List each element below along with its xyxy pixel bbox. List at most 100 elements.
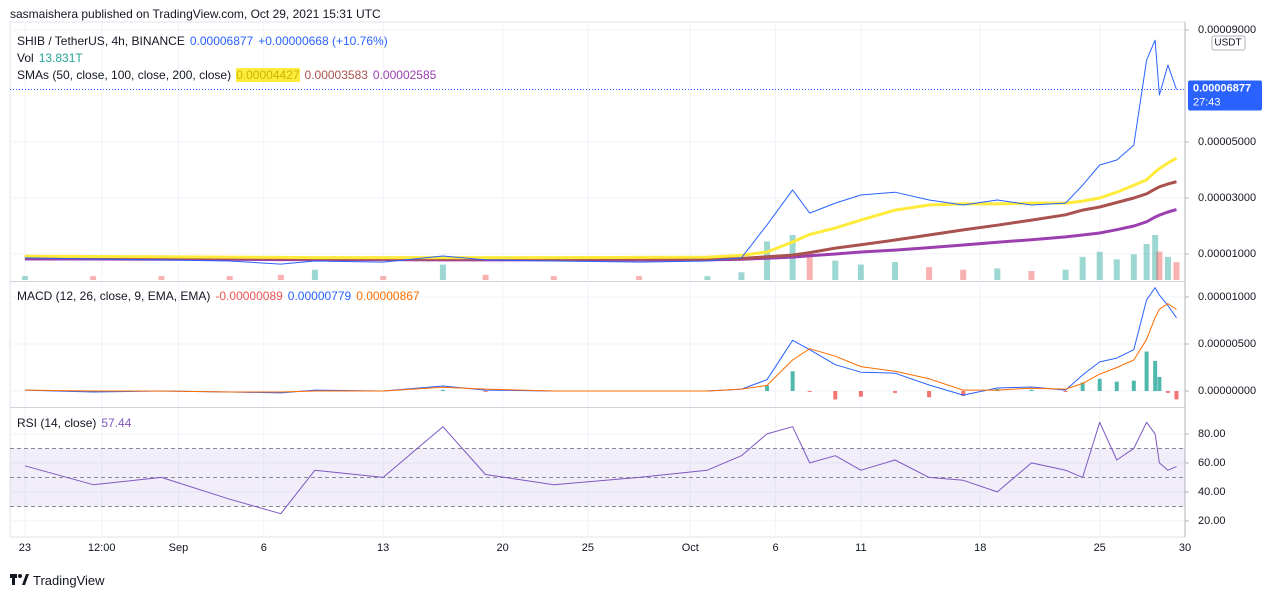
sma-title: SMAs (50, close, 100, close, 200, close) [17, 68, 232, 82]
volume-bar [960, 269, 967, 280]
volume-bar [891, 262, 898, 280]
volume-bar [832, 260, 839, 280]
histogram-value: -0.00000089 [215, 289, 283, 303]
y-tick-label: 0.00003000 [1198, 192, 1256, 204]
histogram-bar [1114, 381, 1119, 392]
volume-bar [158, 276, 165, 280]
volume-bar [857, 264, 864, 280]
volume-bar [1152, 235, 1159, 280]
volume-value: 13.831T [38, 51, 83, 65]
volume-bar [738, 272, 745, 280]
rsi-value: 57.44 [101, 416, 132, 430]
y-tick-label: 0.00001000 [1198, 291, 1256, 303]
y-tick-label: 0.00000000 [1198, 385, 1256, 397]
volume-bar [1156, 251, 1163, 280]
histogram-bar [1174, 391, 1179, 400]
volume-bar [704, 276, 711, 280]
volume-bar [311, 269, 318, 280]
histogram-bar [440, 389, 445, 392]
last-price-box [1188, 80, 1262, 111]
histogram-bar [483, 391, 488, 392]
volume-bar [482, 274, 489, 280]
volume-bar [550, 276, 557, 280]
macd-title: MACD (12, 26, close, 9, EMA, EMA) [17, 289, 211, 303]
histogram-bar [892, 391, 897, 393]
rsi-title: RSI (14, close) [17, 416, 97, 430]
volume-bar [380, 276, 387, 280]
volume-bar [277, 274, 284, 280]
sma-legend: SMAs (50, close, 100, close, 200, close)… [17, 68, 441, 82]
x-tick-label: 6 [261, 542, 267, 554]
volume-name: Vol [17, 51, 34, 65]
y-tick-label: 0.00000500 [1198, 338, 1256, 350]
y-tick-label: 0.00009000 [1198, 24, 1256, 36]
y-tick-label: 80.00 [1198, 428, 1226, 440]
histogram-bar [790, 371, 795, 392]
volume-bar [1164, 256, 1171, 280]
volume-bar [1173, 262, 1180, 280]
histogram-bar [1097, 378, 1102, 392]
last-price: 0.00006877 [189, 34, 254, 48]
histogram-bar [1080, 382, 1085, 392]
volume-bar [764, 241, 771, 280]
series-line [24, 421, 1177, 515]
countdown: 27:43 [1193, 96, 1221, 108]
symbol-legend: SHIB / TetherUS, 4h, BINANCE 0.00006877 +0… [17, 34, 393, 48]
series-line [24, 287, 1177, 396]
x-tick-label: 11 [855, 542, 866, 554]
volume-legend: Vol 13.831T [17, 51, 88, 65]
sma50-value: 0.00004427 [236, 68, 300, 82]
volume-bar [90, 276, 97, 280]
y-tick-label: 20.00 [1198, 515, 1226, 527]
last-price-label: 0.00006877 [1193, 82, 1251, 94]
x-tick-label: 20 [496, 542, 508, 554]
histogram-bar [1131, 380, 1136, 392]
histogram-bar [833, 391, 838, 400]
macd-value: 0.00000779 [287, 289, 352, 303]
histogram-bar [1165, 391, 1170, 393]
price-change: +0.00000668 (+10.76%) [258, 34, 388, 48]
y-tick-label: 0.00001000 [1198, 248, 1256, 260]
x-tick-label: 12:00 [88, 542, 116, 554]
volume-bar [439, 264, 446, 280]
histogram-bar [1157, 376, 1162, 392]
currency: USDT [1214, 38, 1241, 49]
volume-bar [1143, 244, 1150, 280]
volume-bar [21, 276, 28, 280]
sma100-value: 0.00003583 [304, 68, 368, 82]
x-tick-label: 6 [773, 542, 779, 554]
volume-bar [1028, 271, 1035, 280]
volume-bar [806, 254, 813, 280]
series-line [24, 303, 1177, 393]
symbol: SHIB / TetherUS, 4h, BINANCE [17, 34, 185, 48]
x-tick-label: 30 [1179, 542, 1191, 554]
volume-bar [1062, 269, 1069, 280]
x-tick-label: Oct [682, 542, 699, 554]
currency-box [1211, 35, 1246, 51]
series-line [24, 156, 1178, 260]
x-tick-label: Sep [169, 542, 189, 554]
histogram-bar [961, 391, 966, 397]
histogram-bar [927, 391, 932, 398]
macd-legend: MACD (12, 26, close, 9, EMA, EMA) -0.0000… [17, 289, 425, 303]
signal-value: 0.00000867 [356, 289, 420, 303]
histogram-bar [1029, 389, 1034, 392]
volume-bar [1096, 251, 1103, 280]
volume-bar [1079, 256, 1086, 280]
histogram-bar [858, 391, 863, 397]
volume-bar [1113, 259, 1120, 280]
histogram-bar [807, 391, 812, 392]
x-tick-label: 18 [974, 542, 986, 554]
volume-bar [226, 276, 233, 280]
series-line [24, 208, 1177, 262]
logo [10, 574, 29, 585]
histogram-bar [765, 385, 770, 392]
x-tick-label: 25 [1094, 542, 1106, 554]
series-line [24, 39, 1177, 265]
y-tick-label: 40.00 [1198, 486, 1226, 498]
y-tick-label: 0.00005000 [1198, 136, 1256, 148]
x-tick-label: 23 [19, 542, 31, 554]
histogram-bar [1063, 391, 1068, 392]
